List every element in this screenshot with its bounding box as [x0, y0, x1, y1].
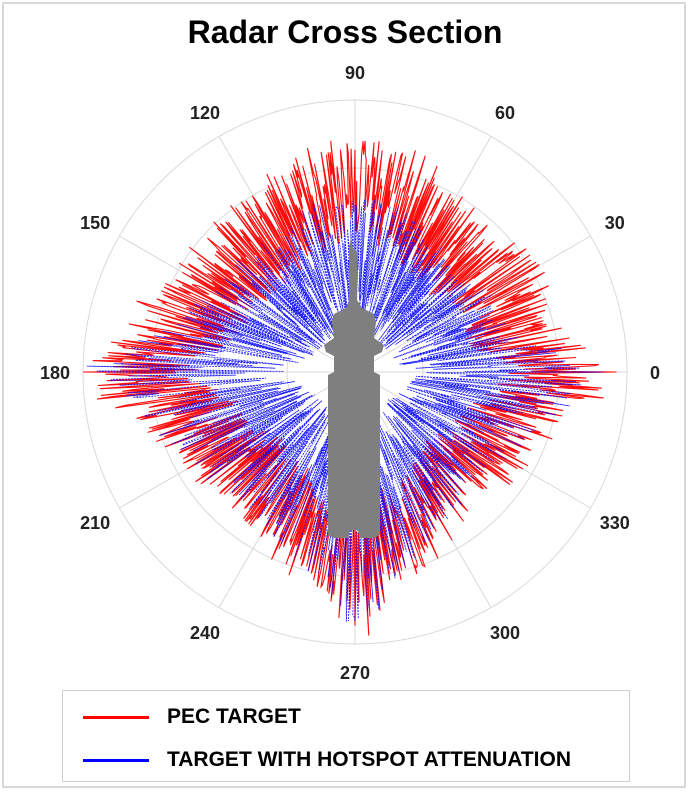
chart-title: Radar Cross Section [187, 14, 503, 50]
target-body [324, 237, 384, 538]
angle-tick-240: 240 [190, 623, 220, 643]
angle-tick-180: 180 [40, 363, 70, 383]
legend: PEC TARGET TARGET WITH HOTSPOT ATTENUATI… [62, 690, 630, 782]
angle-tick-270: 270 [340, 663, 370, 683]
series-layer [82, 140, 617, 636]
angle-tick-120: 120 [190, 103, 220, 123]
legend-item-hotspot: TARGET WITH HOTSPOT ATTENUATION [83, 746, 571, 774]
angle-tick-210: 210 [80, 513, 110, 533]
legend-item-pec: PEC TARGET [83, 703, 301, 731]
grid-spoke [354, 235, 591, 373]
series-line-hotspot [86, 199, 604, 622]
legend-swatch-pec [83, 715, 149, 719]
angle-tick-150: 150 [80, 213, 110, 233]
legend-swatch-hotspot [83, 758, 149, 762]
angle-tick-300: 300 [490, 623, 520, 643]
legend-label-hotspot: TARGET WITH HOTSPOT ATTENUATION [167, 748, 572, 771]
angle-tick-90: 90 [345, 63, 365, 83]
legend-label-pec: PEC TARGET [167, 705, 301, 728]
angle-tick-0: 0 [650, 363, 660, 383]
series-line-pec [82, 140, 617, 636]
angle-tick-labels: 0 30 60 90 120 150 180 210 240 270 300 330 [40, 63, 660, 683]
angle-tick-60: 60 [495, 103, 515, 123]
target-silhouette [324, 237, 384, 538]
angle-tick-30: 30 [605, 213, 625, 233]
angle-tick-330: 330 [600, 513, 630, 533]
